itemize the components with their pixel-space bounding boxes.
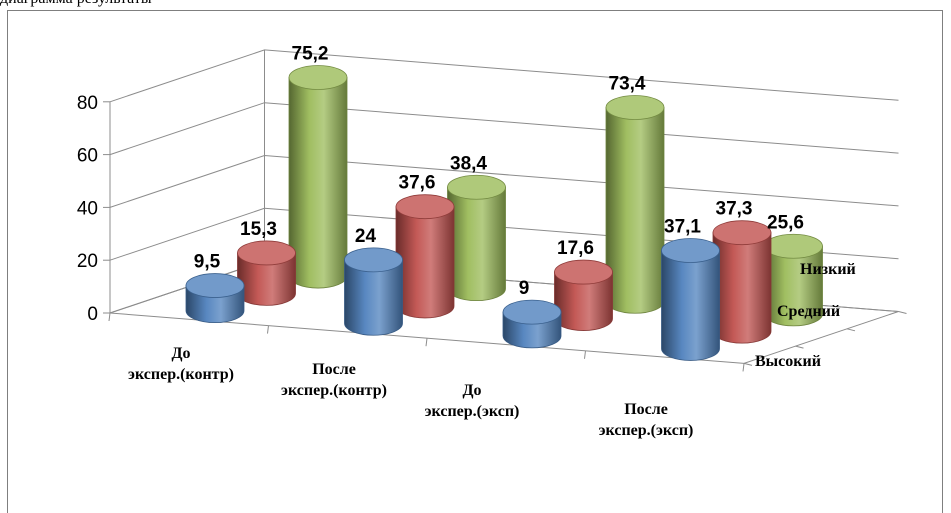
z-tick-mark [846, 328, 856, 332]
z-tick-mark [898, 311, 907, 314]
tick-labels: 0 20 40 60 80 До экспер.(контр) После экспер.(ко… [77, 93, 856, 439]
cylinder-low-3 [605, 95, 665, 314]
cylinder-medium-2 [395, 194, 455, 319]
cylinder-top [237, 240, 296, 266]
cylinder-low-1 [288, 65, 348, 289]
y-tick-label: 60 [77, 146, 98, 167]
data-label: 38,4 [450, 153, 487, 174]
x-tick-label: До экспер.(контр) [128, 345, 234, 383]
x-tick-label: До экспер.(эксп) [425, 382, 520, 420]
cylinder-medium-4 [712, 220, 772, 344]
data-label: 17,6 [557, 238, 594, 259]
cylinder-top [605, 95, 665, 120]
y-tick-label: 40 [77, 198, 98, 219]
y-tick-label: 0 [87, 304, 98, 325]
cylinder-low-2 [447, 174, 506, 302]
y-tick-label: 20 [77, 251, 98, 272]
z-tick-label: Низкий [800, 261, 856, 278]
data-label: 37,3 [716, 199, 753, 220]
data-label: 75,2 [292, 44, 329, 65]
cylinder-top [344, 247, 403, 273]
cylinder-top [661, 238, 720, 263]
data-label: 9,5 [194, 252, 221, 273]
value-labels: 75,2 38,4 73,4 25,6 15,3 37,6 17,6 37,3 9,5 24 9 37… [194, 44, 804, 300]
floor-right-edge [743, 311, 899, 364]
gridline [109, 154, 899, 208]
data-label: 37,1 [664, 217, 701, 238]
cylinder-low-4 [764, 233, 823, 327]
x-tick-label: После экспер.(контр) [281, 361, 387, 399]
cylinder-body [605, 107, 665, 314]
data-label: 37,6 [399, 173, 436, 194]
cylinder-top [502, 299, 562, 325]
cylinder-top [712, 220, 772, 246]
x-tick-mark [584, 350, 586, 359]
data-label: 9 [519, 278, 530, 299]
data-label: 24 [355, 226, 377, 247]
x-tick-mark [742, 363, 745, 372]
cylinder-high-3 [502, 299, 562, 349]
cylinder-top [447, 174, 506, 200]
cylinders [185, 65, 823, 361]
data-label: 15,3 [240, 219, 277, 240]
cylinder-high-4 [661, 238, 720, 361]
caption-fragment: диаграмма результаты [0, 0, 951, 8]
gridline [109, 102, 899, 156]
chart-frame [7, 10, 943, 513]
gridline [109, 49, 899, 103]
cylinder-body [344, 259, 403, 336]
data-label: 25,6 [767, 212, 804, 233]
cylinder-body [712, 232, 772, 344]
z-tick-mark [743, 362, 753, 366]
z-tick-label: Средний [777, 303, 840, 320]
cylinder-top [395, 194, 455, 220]
cylinder-medium-3 [554, 259, 613, 331]
cylinder-high-2 [344, 247, 403, 336]
cylinder-top [185, 273, 245, 298]
cylinder-top [554, 259, 613, 285]
cylinder-body [395, 206, 455, 319]
cylinder-medium-1 [237, 240, 296, 306]
cylinder-body [661, 250, 720, 361]
axes [103, 101, 907, 372]
x-tick-label: После экспер.(эксп) [599, 401, 694, 439]
cylinder-top [288, 65, 348, 90]
y-tick-label: 80 [77, 93, 98, 114]
x-tick-mark [267, 325, 269, 334]
cylinder-body [288, 77, 348, 289]
z-tick-label: Высокий [755, 353, 821, 370]
x-tick-mark [425, 338, 428, 347]
z-tick-mark [795, 345, 804, 349]
x-tick-mark [108, 312, 111, 322]
data-label: 73,4 [609, 73, 646, 94]
cylinder-high-1 [185, 273, 245, 324]
cylinder-body [447, 186, 506, 302]
cylinder-top [764, 233, 823, 259]
